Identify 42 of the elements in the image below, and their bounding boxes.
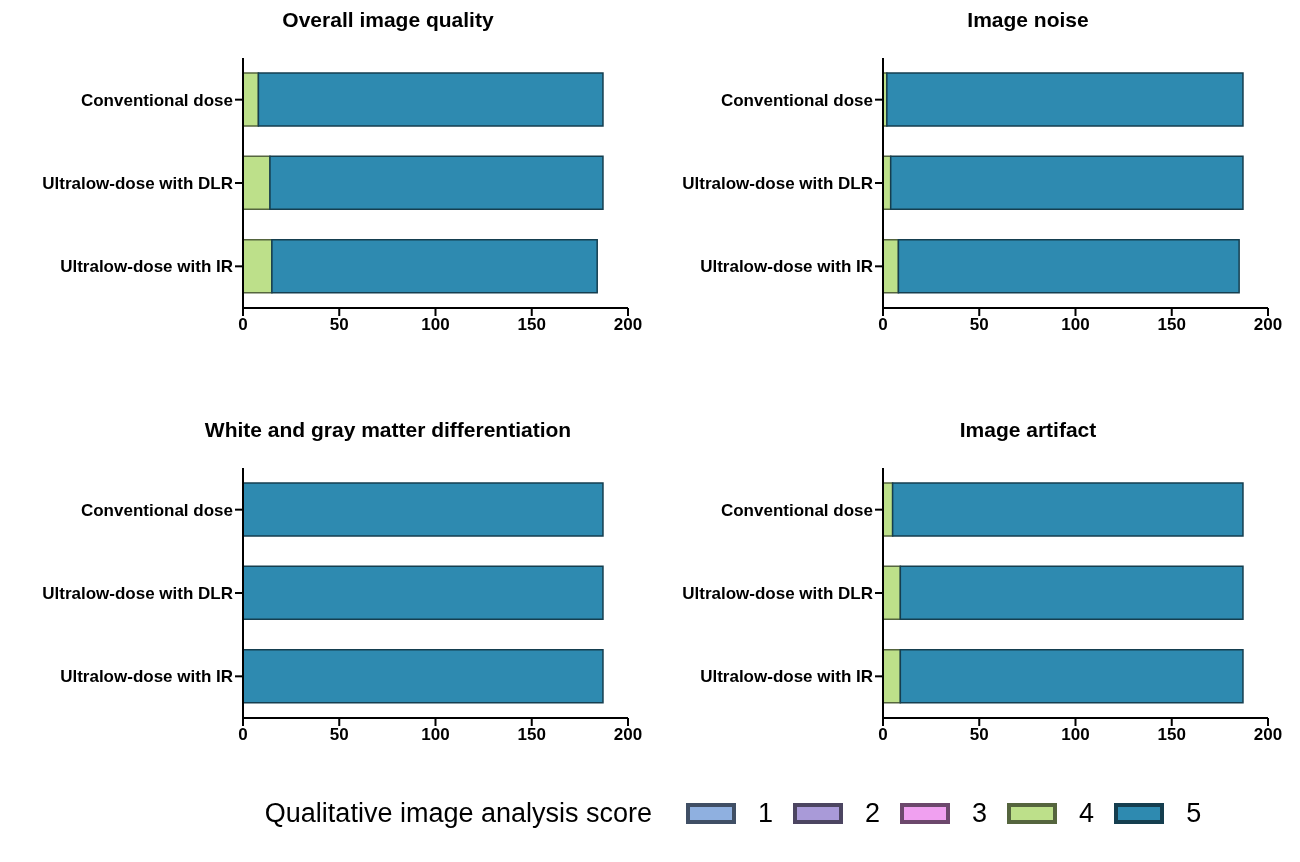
x-tick-label: 150: [517, 725, 546, 745]
chart-title: Image artifact: [958, 418, 1098, 443]
x-tick-label: 150: [517, 315, 546, 335]
y-tick-label: Ultralow-dose with IR: [700, 257, 873, 277]
x-tick-label: 100: [1061, 315, 1090, 335]
legend-label: 1: [758, 798, 774, 829]
x-tick-label: 150: [1157, 725, 1186, 745]
chart-title: Overall image quality: [281, 8, 495, 33]
y-tick-label: Conventional dose: [80, 500, 233, 520]
x-tick-label: 50: [969, 725, 989, 745]
y-tick-label: Ultralow-dose with DLR: [682, 174, 873, 194]
x-tick-label: 0: [878, 725, 888, 745]
x-tick-label: 200: [1253, 725, 1283, 745]
y-tick-label: Conventional dose: [80, 90, 233, 110]
chart-title: Image noise: [966, 8, 1090, 33]
y-tick-label: Conventional dose: [720, 500, 873, 520]
x-tick-label: 0: [238, 725, 248, 745]
y-tick-label: Ultralow-dose with IR: [700, 667, 873, 687]
x-tick-label: 50: [329, 315, 349, 335]
x-tick-label: 100: [421, 725, 450, 745]
chart-title: White and gray matter differentiation: [203, 418, 573, 443]
x-tick-label: 200: [613, 725, 643, 745]
legend-label: 2: [865, 798, 881, 829]
x-tick-label: 0: [878, 315, 888, 335]
legend-label: 5: [1186, 798, 1202, 829]
legend-label: 4: [1079, 798, 1095, 829]
y-tick-label: Ultralow-dose with DLR: [42, 584, 233, 604]
x-tick-label: 200: [613, 315, 643, 335]
legend-title: Qualitative image analysis score: [264, 798, 653, 829]
x-tick-label: 100: [421, 315, 450, 335]
y-tick-label: Ultralow-dose with DLR: [42, 174, 233, 194]
x-tick-label: 200: [1253, 315, 1283, 335]
x-tick-label: 150: [1157, 315, 1186, 335]
x-tick-label: 100: [1061, 725, 1090, 745]
y-tick-label: Ultralow-dose with DLR: [682, 584, 873, 604]
x-tick-label: 50: [329, 725, 349, 745]
y-tick-label: Ultralow-dose with IR: [60, 257, 233, 277]
y-tick-label: Conventional dose: [720, 90, 873, 110]
x-tick-label: 0: [238, 315, 248, 335]
legend-label: 3: [972, 798, 988, 829]
y-tick-label: Ultralow-dose with IR: [60, 667, 233, 687]
x-tick-label: 50: [969, 315, 989, 335]
